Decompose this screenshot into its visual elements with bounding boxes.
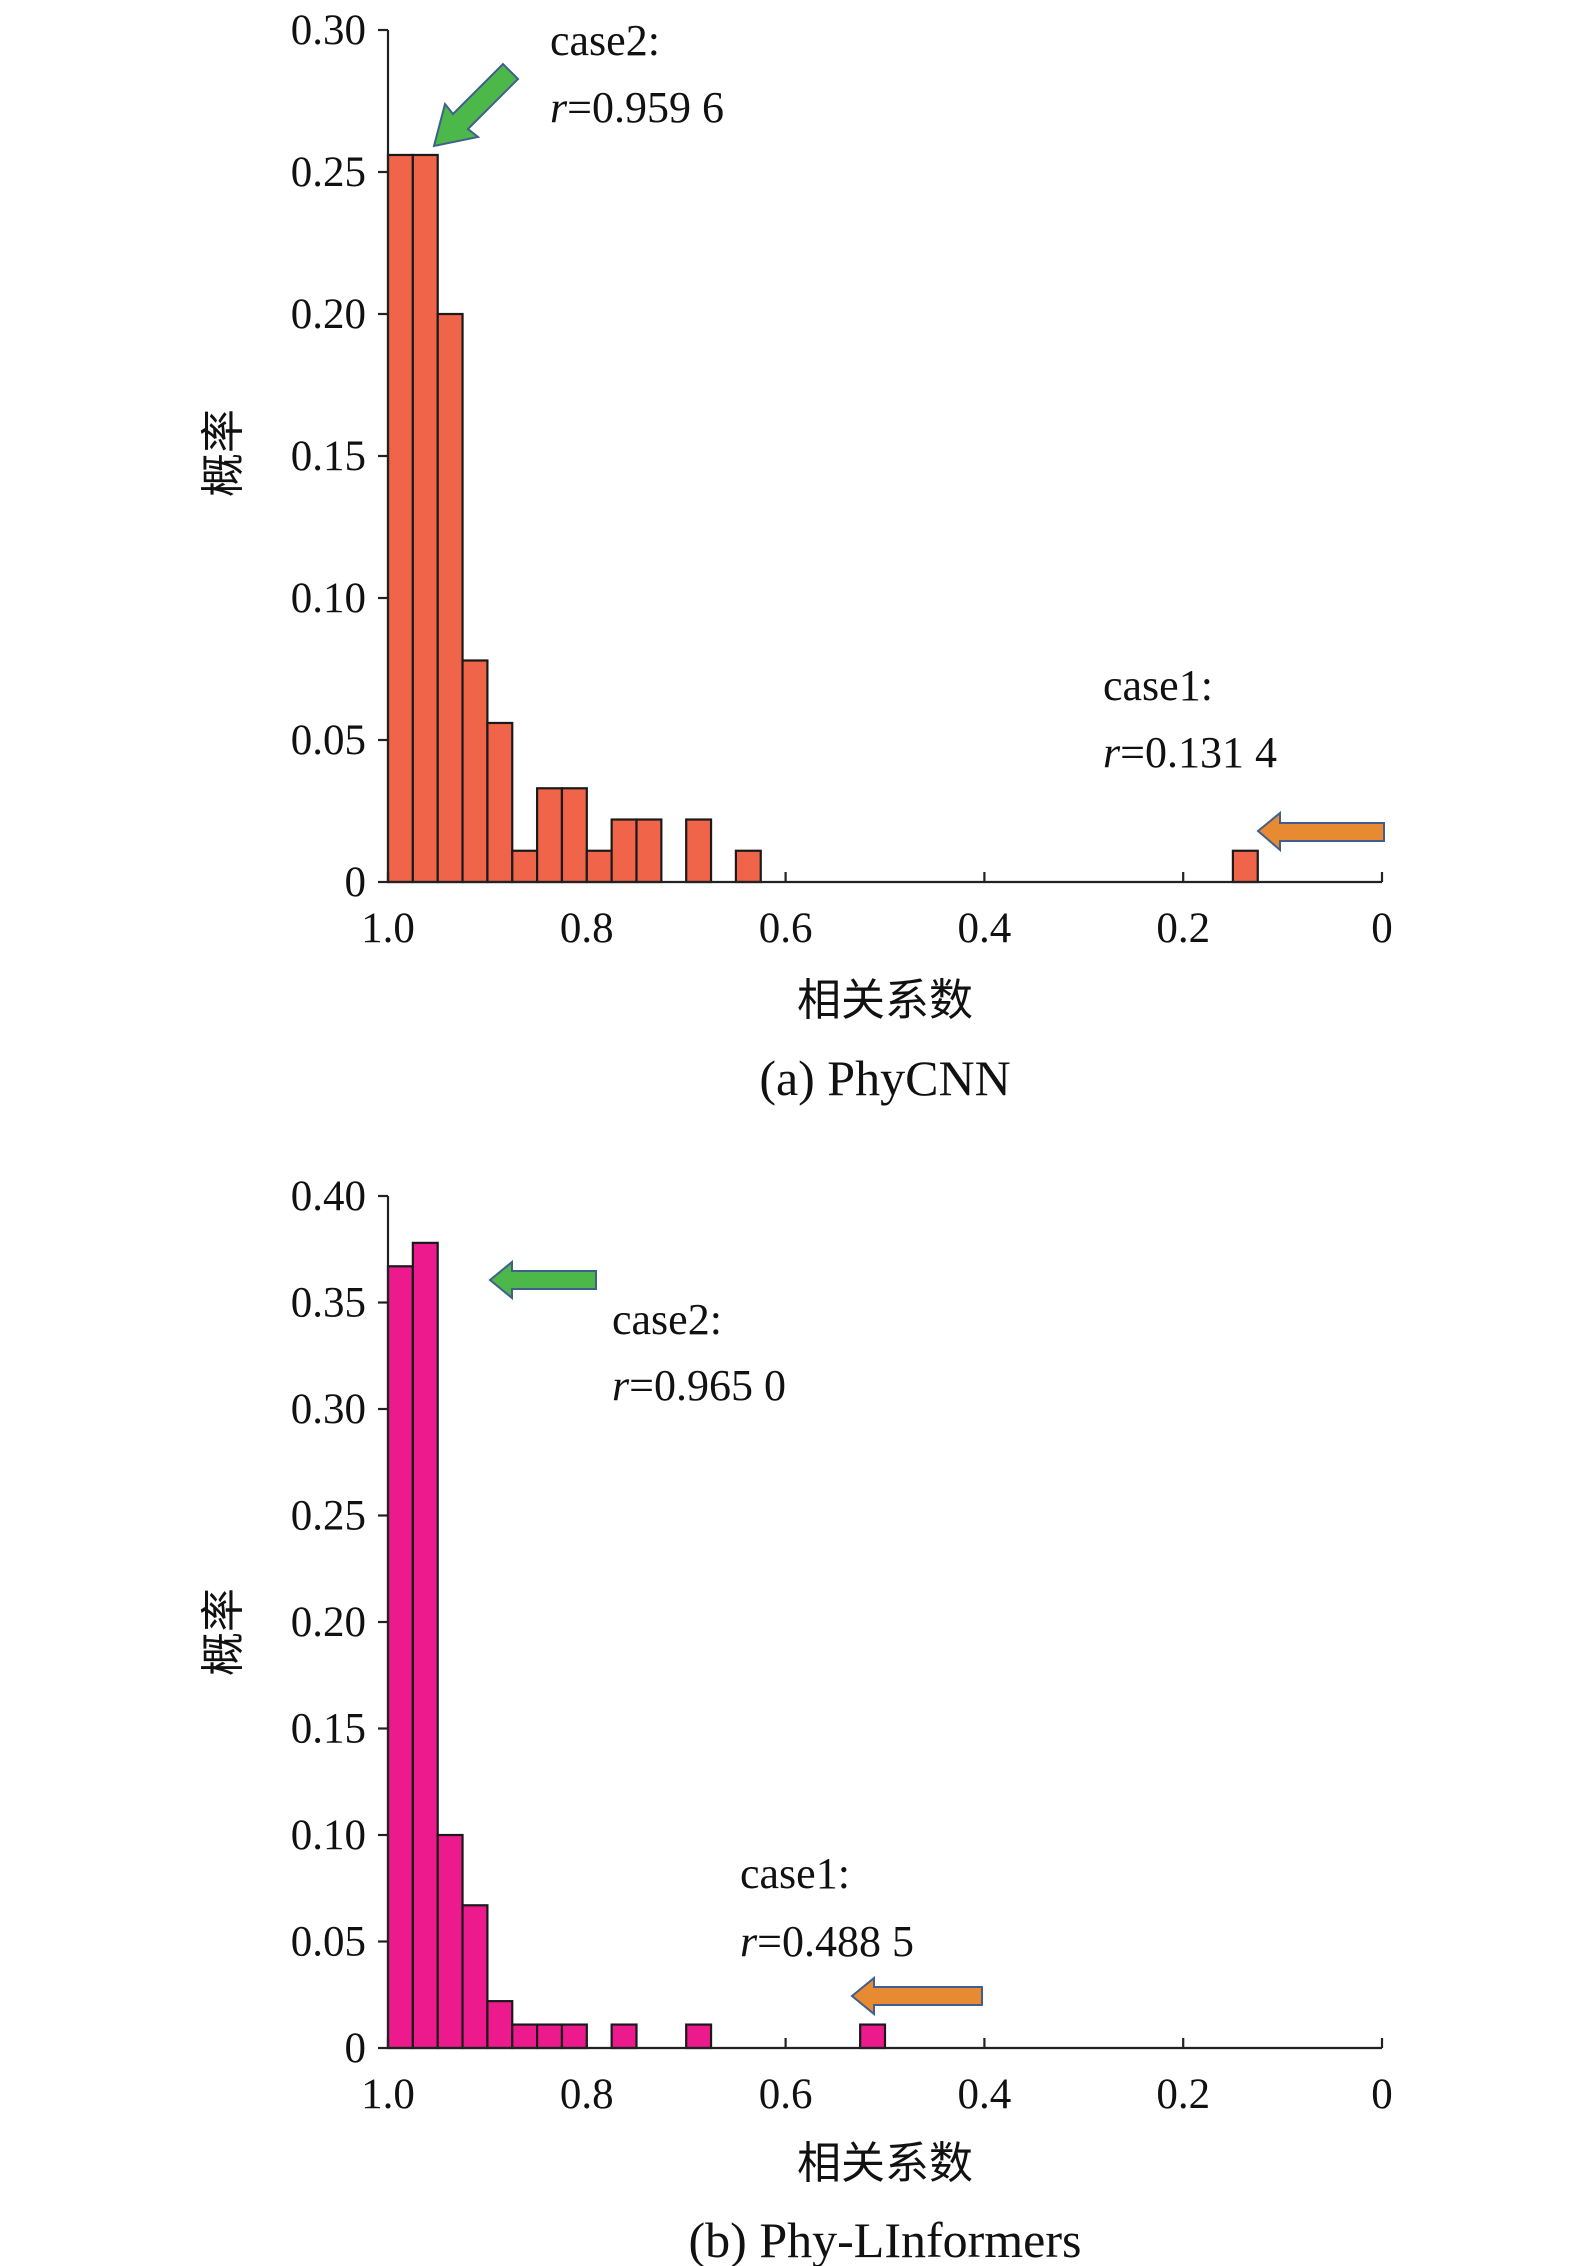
panel-b-y-tick-label: 0 <box>345 2025 367 2072</box>
panel-b-y-tick-label: 0.25 <box>291 1493 366 1540</box>
panel-b-case1-r-value: r=0.488 5 <box>740 1917 914 1966</box>
panel-a-bar <box>685 818 713 884</box>
panel-a-y-axis-label: 概率 <box>198 409 249 497</box>
panel-a-bar <box>1231 849 1259 884</box>
panel-a-y-tick-label: 0.05 <box>291 717 366 764</box>
panel-a-x-ticks: 1.0 0.8 0.6 0.4 0.2 0 <box>361 872 1393 952</box>
panel-a-y-ticks: 0 0.05 0.10 0.15 0.20 0.25 0.30 <box>291 7 388 906</box>
panel-b-bar <box>386 1265 414 2050</box>
panel-b-y-tick-label: 0.05 <box>291 1919 366 1966</box>
panel-a-case2-arrow-icon <box>432 62 520 148</box>
panel-a-case1-arrow-icon <box>1256 810 1385 853</box>
panel-a-bar <box>535 787 564 884</box>
panel-a-bar <box>585 849 613 884</box>
panel-a-bar <box>411 153 439 884</box>
panel-b-bar <box>610 2023 638 2050</box>
panel-b-bar <box>486 2000 514 2050</box>
panel-a-bar <box>610 818 638 884</box>
panel-a-bar <box>486 721 514 884</box>
panel-b-bar <box>535 2023 564 2050</box>
panel-a-bar <box>635 818 663 884</box>
panel-a-x-tick-label: 1.0 <box>361 905 415 952</box>
panel-b-y-tick-label: 0.30 <box>291 1386 366 1433</box>
panel-a-y-tick-label: 0.15 <box>291 433 366 480</box>
panel-b-x-tick-label: 0.2 <box>1156 2071 1210 2118</box>
panel-b-bar <box>436 1833 464 2050</box>
panel-b-x-ticks: 1.0 0.8 0.6 0.4 0.2 0 <box>361 2038 1393 2118</box>
panel-a-y-tick-label: 0.25 <box>291 149 366 196</box>
panel-a-x-tick-label: 0 <box>1371 905 1393 952</box>
panel-a-y-tick-label: 0.10 <box>291 575 366 622</box>
panel-b-x-tick-label: 0.4 <box>958 2071 1012 2118</box>
panel-a-x-tick-label: 0.4 <box>958 905 1012 952</box>
panel-b-bar <box>411 1241 439 2050</box>
panel-a-bar <box>436 312 464 884</box>
panel-b-case2-r-value: r=0.965 0 <box>612 1361 786 1410</box>
panel-a-x-tick-label: 0.8 <box>560 905 614 952</box>
panel-a-caption: (a) PhyCNN <box>759 1050 1010 1106</box>
panel-a-y-tick-label: 0 <box>345 859 367 906</box>
panel-a-bar <box>560 787 588 884</box>
panel-b-bar <box>560 2023 588 2050</box>
panel-b-bar <box>511 2023 539 2050</box>
panel-b-phy-linformers: 00.050.100.150.200.250.300.350.40 1.0 0.8… <box>198 1173 1393 2266</box>
panel-b-bar <box>859 2023 887 2050</box>
panel-b-case2-label: case2: <box>612 1295 722 1344</box>
panel-b-case2-arrow-icon <box>488 1259 597 1301</box>
panel-a-bars <box>386 153 1259 884</box>
panel-b-case1-label: case1: <box>740 1849 850 1898</box>
panel-b-x-tick-label: 0.6 <box>759 2071 813 2118</box>
panel-b-x-tick-label: 1.0 <box>361 2071 415 2118</box>
panel-b-y-tick-label: 0.20 <box>291 1599 366 1646</box>
panel-a-x-tick-label: 0.6 <box>759 905 813 952</box>
panel-b-y-axis-label: 概率 <box>198 1588 249 1676</box>
panel-a-bar <box>511 849 539 884</box>
panel-a-x-tick-label: 0.2 <box>1156 905 1210 952</box>
panel-a-y-tick-label: 0.30 <box>291 7 366 54</box>
panel-b-bar <box>461 1904 489 2050</box>
panel-b-caption: (b) Phy-LInformers <box>689 2212 1082 2266</box>
panel-b-y-tick-label: 0.40 <box>291 1173 366 1220</box>
panel-a-phycnn: 00.050.100.150.200.250.30 1.0 0.8 0.6 0.4 0.… <box>198 7 1393 1106</box>
panel-a-case2-label: case2: <box>550 16 660 65</box>
panel-b-y-tick-label: 0.10 <box>291 1812 366 1859</box>
panel-b-y-tick-label: 0.15 <box>291 1706 366 1753</box>
panel-a-bar <box>734 849 762 884</box>
panel-a-bar <box>386 153 414 884</box>
panel-b-x-axis-label: 相关系数 <box>797 2138 973 2189</box>
panel-a-x-axis-label: 相关系数 <box>797 975 973 1026</box>
panel-a-y-tick-label: 0.20 <box>291 291 366 338</box>
panel-a-case1-label: case1: <box>1103 661 1213 710</box>
panel-b-x-tick-label: 0.8 <box>560 2071 614 2118</box>
panel-a-case2-r-value: r=0.959 6 <box>550 83 724 132</box>
panel-a-case1-r-value: r=0.131 4 <box>1103 728 1277 777</box>
panel-a-bar <box>461 659 489 884</box>
panel-b-y-tick-label: 0.35 <box>291 1280 366 1327</box>
panel-b-case1-arrow-icon <box>850 1975 983 2017</box>
panel-b-x-tick-label: 0 <box>1371 2071 1393 2118</box>
panel-b-y-ticks: 0 0.05 0.10 0.15 0.20 0.25 0.30 0.35 0.40 <box>291 1173 388 2072</box>
panel-b-bar <box>685 2023 713 2050</box>
